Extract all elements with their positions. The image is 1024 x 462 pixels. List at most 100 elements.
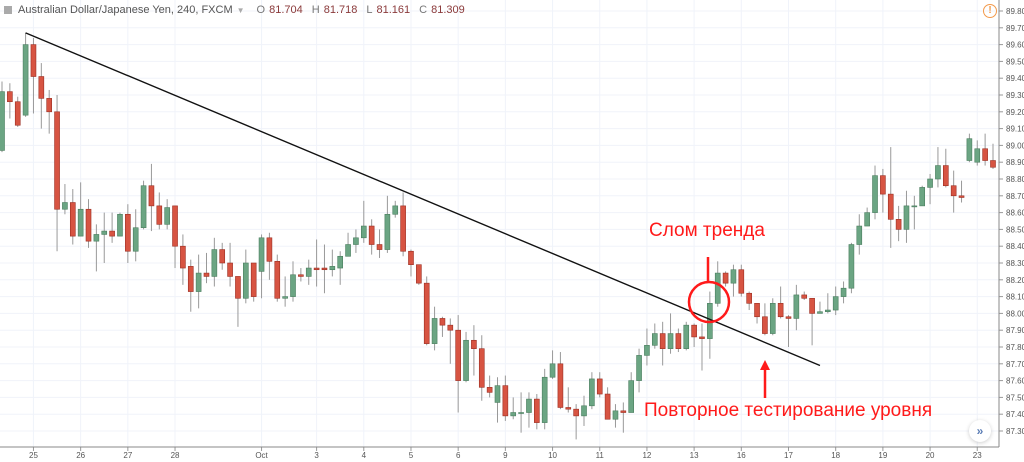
candle-body	[895, 219, 902, 230]
x-tick-label: 10	[548, 451, 557, 460]
y-tick-label: 88.300	[1006, 259, 1024, 268]
x-tick-label: 18	[831, 451, 840, 460]
y-tick-label: 88.800	[1006, 175, 1024, 184]
y-tick-label: 89.800	[1006, 7, 1024, 16]
candle-body	[22, 44, 29, 116]
candle	[793, 284, 800, 331]
y-tick-label: 88.500	[1006, 225, 1024, 234]
candle-body	[321, 267, 328, 271]
candle	[927, 173, 933, 205]
candle	[699, 323, 705, 371]
candle	[659, 321, 666, 366]
candle-body	[368, 225, 375, 245]
candle-body	[227, 262, 233, 277]
double-chevron-right-icon[interactable]: »	[969, 420, 991, 442]
candle-body	[266, 237, 273, 262]
candle	[211, 237, 218, 287]
candle	[195, 254, 202, 309]
candle	[825, 293, 831, 314]
symbol-title[interactable]: Australian Dollar/Japanese Yen, 240, FXC…	[18, 4, 233, 16]
candle	[69, 189, 76, 245]
candle-body	[93, 234, 100, 242]
candle-body	[140, 185, 147, 229]
candle-body	[974, 148, 981, 163]
candle-body	[534, 398, 540, 423]
candle-body	[447, 324, 454, 331]
candle	[667, 313, 674, 354]
candle-body	[864, 212, 870, 227]
candle-body	[651, 333, 658, 346]
x-tick-label: 17	[784, 451, 793, 460]
candle	[313, 239, 320, 287]
candle-body	[337, 255, 343, 269]
candle-body	[809, 297, 815, 314]
x-tick-label: 4	[362, 451, 367, 460]
y-tick-label: 88.100	[1006, 293, 1024, 302]
y-tick-label: 89.000	[1006, 141, 1024, 150]
candle-body	[628, 380, 635, 413]
candle	[486, 375, 493, 398]
candle	[14, 96, 21, 127]
candle-body	[274, 261, 281, 299]
candle	[935, 147, 941, 188]
candle	[942, 148, 949, 188]
candle	[266, 232, 273, 280]
candle-body	[494, 385, 501, 403]
candle-body	[935, 165, 941, 180]
candle-body	[683, 324, 690, 349]
candle-body	[203, 272, 210, 277]
chart-legend: Australian Dollar/Japanese Yen, 240, FXC…	[4, 4, 470, 16]
candle	[683, 321, 690, 351]
candle	[628, 372, 635, 413]
candle-body	[722, 272, 729, 284]
candle	[872, 165, 878, 220]
candle-body	[950, 185, 957, 197]
candle	[337, 251, 343, 285]
candle	[180, 234, 186, 285]
candle-body	[596, 378, 603, 395]
candle	[0, 81, 5, 153]
candle	[101, 212, 108, 263]
candle	[565, 387, 572, 413]
candle-body	[887, 193, 894, 220]
candle	[447, 318, 454, 364]
y-tick-label: 89.700	[1006, 24, 1024, 33]
candle	[282, 276, 288, 307]
x-tick-label: 11	[596, 451, 605, 460]
y-tick-label: 88.900	[1006, 158, 1024, 167]
warning-circle-icon[interactable]: !	[983, 4, 997, 18]
candle-body	[132, 227, 139, 252]
candle-body	[982, 148, 988, 161]
candle	[243, 249, 249, 304]
x-tick-label: 9	[503, 451, 508, 460]
candle	[541, 368, 548, 430]
candle	[777, 286, 784, 319]
candle	[919, 185, 926, 207]
candle	[754, 303, 760, 324]
candle-body	[793, 294, 800, 319]
candle-body	[423, 282, 430, 344]
y-tick-label: 89.400	[1006, 74, 1024, 83]
candle-body	[305, 267, 312, 277]
candle-body	[565, 407, 572, 410]
candle	[117, 212, 123, 237]
candle	[416, 264, 422, 285]
candle-body	[125, 213, 131, 252]
retest-arrow-head	[760, 360, 770, 370]
candle-body	[62, 202, 68, 210]
candle	[368, 219, 375, 255]
y-tick-label: 88.600	[1006, 209, 1024, 218]
candle	[290, 261, 296, 302]
x-tick-label: 28	[171, 451, 180, 460]
annotation-retest: Повторное тестирование уровня	[644, 400, 933, 421]
candle-body	[942, 165, 949, 187]
candle-body	[172, 205, 178, 247]
candle	[518, 392, 524, 433]
candle-body	[738, 269, 745, 294]
candle-body	[77, 208, 84, 237]
candle	[77, 182, 84, 237]
candle-body	[478, 348, 485, 388]
caret-down-icon[interactable]: ▼	[236, 5, 245, 15]
candle	[85, 199, 92, 248]
